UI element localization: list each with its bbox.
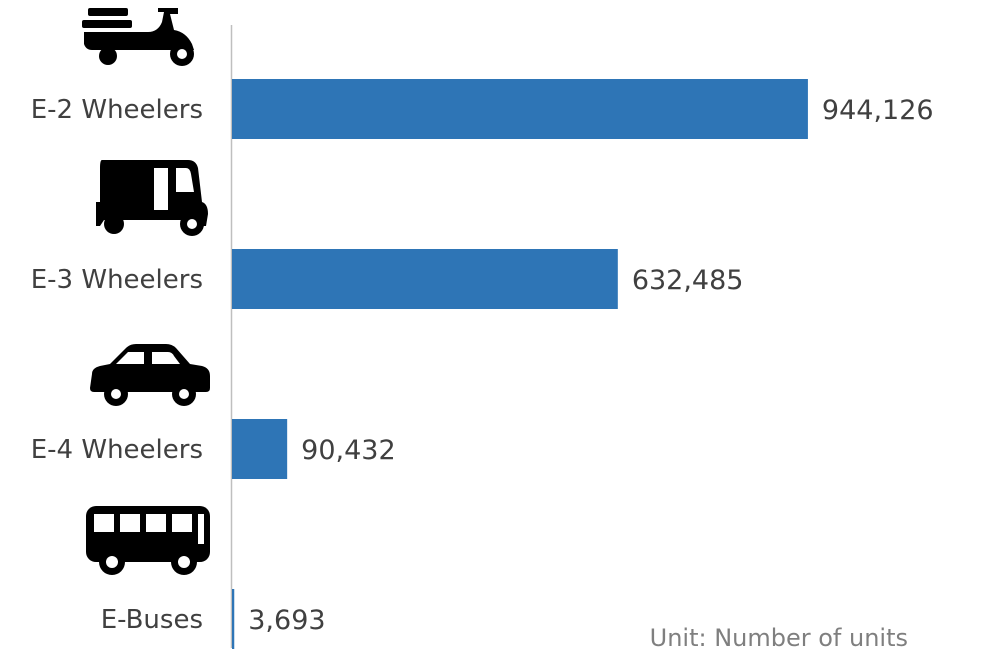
category-label: E-4 Wheelers	[31, 435, 203, 465]
scooter-icon	[82, 8, 194, 66]
value-label: 3,693	[248, 605, 325, 636]
category-label: E-3 Wheelers	[31, 265, 203, 295]
bar	[232, 79, 808, 139]
category-label: E-Buses	[101, 605, 203, 635]
bar	[232, 419, 288, 479]
value-label: 944,126	[822, 95, 934, 126]
bar	[232, 249, 618, 309]
bus-icon	[86, 506, 210, 575]
auto-rickshaw-icon	[96, 160, 208, 236]
unit-note: Unit: Number of units	[650, 624, 908, 650]
category-label: E-2 Wheelers	[31, 95, 203, 125]
car-icon	[90, 344, 210, 406]
value-label: 90,432	[301, 435, 395, 466]
value-label: 632,485	[632, 265, 744, 296]
bar	[232, 589, 235, 649]
